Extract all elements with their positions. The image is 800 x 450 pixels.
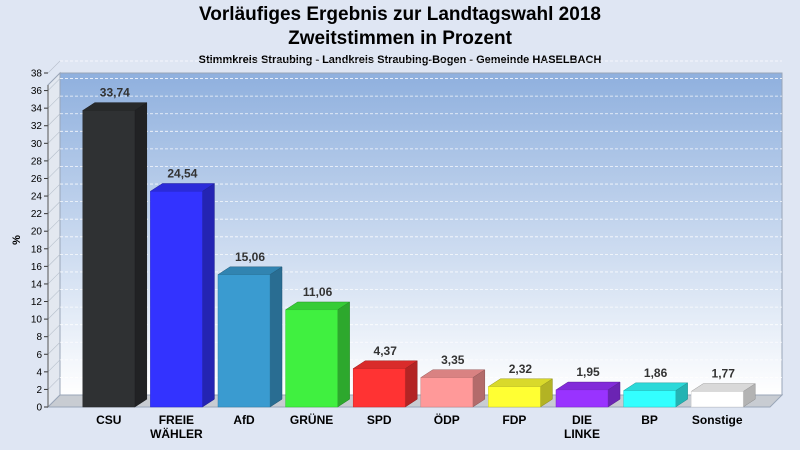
y-tick-label: 10 [31, 315, 43, 326]
gridline-side [47, 236, 61, 250]
y-tick-label: 20 [31, 227, 43, 238]
y-tick-label: 24 [31, 192, 43, 203]
x-tick-label: GRÜNE [290, 412, 333, 427]
y-tick-label: 2 [36, 385, 42, 396]
data-label: 3,35 [441, 353, 465, 367]
gridline-side [47, 148, 61, 162]
y-tick-label: 4 [36, 367, 42, 378]
x-tick-label: FREIE [159, 413, 194, 427]
chart-title: Vorläufiges Ergebnis zur Landtagswahl 20… [199, 4, 601, 25]
gridline-side [47, 359, 61, 373]
bar [488, 386, 541, 408]
data-label: 11,06 [303, 285, 333, 299]
bar [352, 368, 406, 408]
gridline-side [47, 95, 61, 109]
gridline-side [47, 342, 61, 355]
bar-side [134, 102, 148, 408]
gridline-side [47, 183, 61, 197]
bar [420, 377, 474, 408]
x-tick-label: AfD [233, 413, 255, 427]
data-label: 33,74 [100, 86, 130, 100]
gridline-side [47, 218, 61, 232]
bar [623, 390, 676, 408]
x-tick-label: FDP [502, 413, 526, 427]
y-tick-label: 0 [36, 403, 42, 414]
bar [690, 391, 744, 408]
x-tick-label: SPD [367, 413, 392, 427]
y-tick-label: 8 [36, 332, 42, 343]
data-label: 1,95 [576, 365, 600, 379]
bar [82, 110, 136, 408]
chart-subtitle: Stimmkreis Straubing - Landkreis Straubi… [198, 54, 602, 66]
bar-side [202, 183, 215, 408]
bar-side [269, 266, 283, 408]
y-tick-label: 22 [31, 209, 43, 220]
y-tick-label: 12 [31, 297, 43, 308]
bar [555, 389, 609, 408]
gridline-side [47, 254, 61, 267]
bar [217, 274, 271, 408]
gridline-side [47, 60, 61, 74]
gridline-side [47, 78, 61, 91]
gridline-side [47, 131, 61, 144]
chart-title-line2: Zweitstimmen in Prozent [288, 28, 512, 49]
gridline-side [47, 166, 61, 179]
x-tick-label: LINKE [564, 427, 600, 441]
bar-side [404, 360, 418, 408]
bar-side [337, 301, 350, 408]
plot-left-wall [47, 71, 61, 409]
y-tick-label: 38 [31, 69, 43, 80]
x-tick-label: ÖDP [434, 412, 460, 427]
y-tick-label: 34 [31, 104, 43, 115]
gridline-side [47, 271, 61, 285]
gridline-side [47, 377, 61, 390]
data-label: 1,77 [712, 367, 736, 381]
gridline-side [47, 324, 61, 337]
y-tick-label: 16 [31, 262, 43, 273]
x-tick-label: CSU [96, 413, 121, 427]
gridline-side [47, 201, 61, 214]
x-tick-label: WÄHLER [150, 426, 203, 441]
x-tick-label: DIE [572, 413, 592, 427]
gridline-side [47, 306, 61, 320]
bar [285, 309, 338, 408]
y-tick-label: 6 [36, 350, 42, 361]
y-tick-label: 36 [31, 86, 43, 97]
bar [150, 191, 203, 408]
data-label: 1,86 [644, 366, 668, 380]
y-axis-label: % [11, 235, 23, 245]
x-tick-label: Sonstige [692, 413, 743, 427]
y-tick-label: 32 [31, 121, 43, 132]
y-tick-label: 26 [31, 174, 43, 185]
data-label: 15,06 [235, 250, 265, 264]
data-label: 24,54 [167, 167, 197, 181]
y-tick-label: 30 [31, 139, 43, 150]
data-label: 2,32 [509, 362, 533, 376]
y-tick-label: 14 [31, 279, 43, 290]
y-tick-label: 28 [31, 156, 43, 167]
y-tick-label: 18 [31, 244, 43, 255]
gridline-side [47, 113, 61, 126]
x-tick-label: BP [641, 413, 658, 427]
gridline-side [47, 289, 61, 302]
data-label: 4,37 [374, 344, 398, 358]
